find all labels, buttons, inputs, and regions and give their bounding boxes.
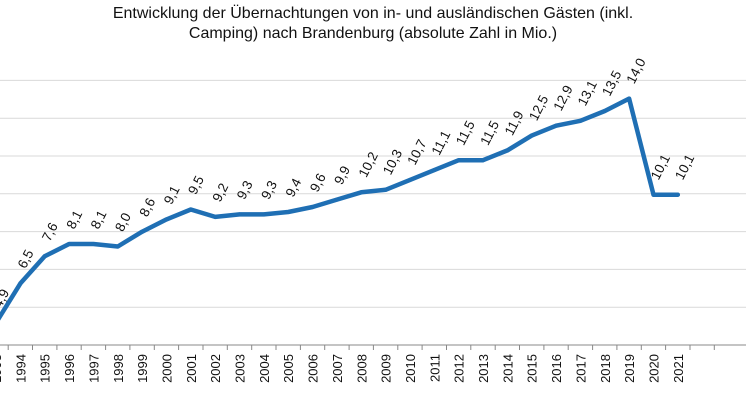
x-tick-label: 2015 (525, 354, 540, 383)
data-point (237, 212, 242, 217)
x-tick-label: 2007 (330, 354, 345, 383)
data-label: 9,3 (258, 178, 280, 202)
x-tick-label: 2016 (549, 354, 564, 383)
data-point (359, 190, 364, 195)
data-point (213, 214, 218, 219)
x-tick-label: 2013 (476, 354, 491, 383)
data-point (67, 242, 72, 246)
data-point (602, 109, 607, 113)
data-point (456, 158, 461, 163)
x-tick-label: 1995 (38, 354, 53, 383)
data-label: 8,0 (112, 210, 134, 234)
x-tick-label: 2006 (306, 354, 321, 383)
data-point (164, 217, 169, 222)
x-tick-label: 2020 (647, 354, 662, 383)
data-point (529, 133, 534, 138)
data-labels: 4,96,57,68,1 8,1 8,08,69,1 9,5 9,2 9,3 9,3 9,4 9… (0, 56, 697, 310)
data-point (91, 242, 96, 246)
x-tick-label: 2010 (403, 354, 418, 383)
series-line (0, 96, 681, 321)
data-point (505, 148, 510, 153)
data-label: 9,4 (283, 175, 305, 199)
x-tick-label: 2014 (500, 354, 515, 383)
x-tick-label: 1999 (135, 354, 150, 383)
x-tick-label: 1996 (62, 354, 77, 383)
x-tick-label: 1997 (86, 354, 101, 383)
data-point (42, 254, 47, 259)
data-point (481, 158, 485, 163)
data-label: 10,7 (404, 137, 429, 167)
data-point (383, 187, 388, 192)
data-label: 8,6 (136, 196, 158, 220)
data-label: 9,1 (161, 183, 183, 207)
series-line-group (0, 96, 681, 321)
data-label: 9,6 (307, 171, 329, 195)
x-tick-label: 2003 (233, 354, 248, 383)
data-label: 11,5 (477, 118, 502, 147)
data-label: 10,2 (356, 149, 381, 179)
x-tick-label: 2009 (379, 354, 394, 383)
data-point (627, 96, 632, 101)
data-label: 11,1 (429, 128, 454, 157)
data-label: 11,5 (453, 118, 478, 147)
x-tick-label: 2000 (160, 354, 175, 383)
data-label: 8,1 (88, 208, 110, 232)
x-tick-label: 2019 (622, 354, 637, 383)
x-tick-labels: 1993 1994 1995 1996 1997 1998 1999 2000 2001 2002… (0, 354, 686, 383)
x-tick-label: 2021 (671, 354, 686, 383)
chart-title-line-2: Camping) nach Brandenburg (absolute Zahl… (188, 25, 558, 42)
data-point (578, 118, 583, 123)
x-tick-label: 2008 (354, 354, 369, 383)
data-label: 13,5 (599, 68, 624, 98)
x-tick-label: 1998 (111, 354, 126, 383)
data-point (115, 244, 120, 249)
data-point (675, 192, 680, 197)
x-tick-label: 2012 (452, 354, 467, 383)
data-point (334, 197, 339, 202)
x-tick-label: 2005 (281, 354, 296, 383)
data-point (432, 168, 437, 173)
x-tick-label: 2011 (427, 354, 442, 382)
data-label: 9,2 (210, 181, 232, 205)
data-point (408, 177, 412, 182)
data-label: 10,3 (380, 147, 405, 177)
x-tick-label: 1994 (13, 354, 28, 383)
data-label: 12,9 (550, 83, 575, 113)
x-tick-label: 1993 (0, 354, 4, 383)
data-label: 9,9 (331, 163, 353, 187)
x-axis (0, 344, 746, 350)
data-label: 8,1 (63, 208, 85, 232)
chart-title: Entwicklung der Übernachtungen von in- u… (0, 4, 746, 44)
data-point (310, 205, 315, 209)
data-label: 13,1 (575, 78, 600, 108)
x-tick-label: 2004 (257, 354, 272, 383)
x-tick-label: 2017 (573, 354, 588, 383)
chart-title-line-1: Entwicklung der Übernachtungen von in- u… (112, 5, 634, 22)
gridlines (0, 79, 746, 346)
x-tick-label: 2002 (208, 354, 223, 383)
data-label: 11,9 (502, 108, 527, 137)
data-point (261, 212, 266, 217)
data-point (651, 192, 656, 197)
x-tick-label: 2001 (184, 354, 199, 383)
x-tick-label: 2018 (598, 354, 613, 383)
data-label: 14,0 (623, 56, 648, 86)
data-point (554, 123, 559, 128)
data-point (286, 210, 291, 214)
data-label: 9,3 (234, 178, 256, 202)
data-label: 7,6 (39, 220, 61, 244)
data-point (140, 229, 145, 234)
data-point (18, 281, 23, 286)
data-point (188, 207, 193, 212)
